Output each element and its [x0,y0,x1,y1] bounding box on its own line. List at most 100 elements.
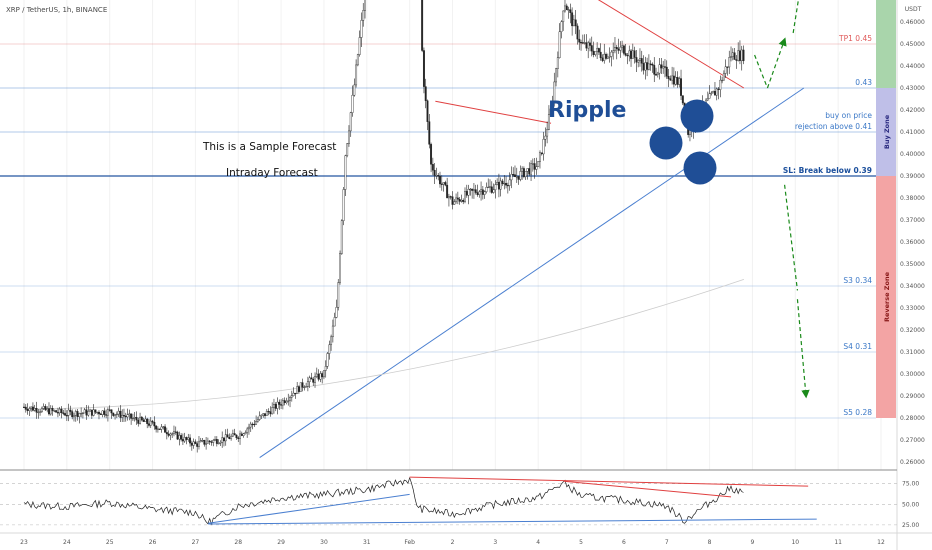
candle-body [321,373,324,378]
price-tick-label: 0.40000 [900,151,925,158]
forecast-arrows [754,0,810,399]
candle-body [51,408,54,411]
time-tick-label: 10 [791,539,799,546]
candle-body [290,395,293,398]
candle-body [455,197,458,202]
candle-body [565,5,568,11]
candle-body [294,392,297,395]
rsi-long-trendline [208,518,817,525]
candle-body [87,411,90,416]
candle-body [315,373,318,377]
price-tick-label: 0.45000 [900,41,925,48]
candle-body [485,187,488,192]
candle-body [264,413,266,416]
candle-body [156,428,159,430]
time-tick-label: 23 [20,539,28,546]
time-axis[interactable]: 23 24 25 26 27 28 29 30 31 Feb 2 3 4 5 6 7 8 9 10 11 12 [20,539,885,546]
candle-body [283,400,286,403]
time-tick-label: 8 [708,539,712,546]
rsi-tick-label: 50.00 [902,501,919,508]
time-tick-label: 7 [665,539,669,546]
candle-body [205,443,208,445]
time-tick-label: 26 [149,539,157,546]
candle-body [255,421,258,425]
candle-body [265,410,268,416]
reverse-zone-label-text: Reverse Zone [883,271,891,322]
candle-body [447,196,450,199]
candle-body [364,0,366,11]
candle-body [246,428,249,433]
candle-body [533,163,536,170]
candle-body [631,50,634,59]
candle-body [198,441,200,447]
price-tick-label: 0.41000 [900,129,925,136]
candle-body [564,5,566,12]
candle-body [212,440,215,443]
candle-body [587,42,590,49]
candle-body [622,45,625,54]
candle-body [273,404,275,408]
candle-body [71,411,74,418]
candle-body [149,420,152,426]
candle-body [137,419,140,424]
candle-body [62,412,65,414]
candle-body [426,100,429,122]
grid [23,0,882,470]
candle-body [173,431,175,434]
candle-body [476,192,479,195]
trendlines [23,0,805,459]
forecast-arrow-segment [766,37,787,89]
candle-body [549,108,552,115]
candle-body [569,9,572,13]
candle-body [483,191,486,195]
time-tick-label: 2 [451,539,455,546]
time-tick-label: 24 [63,539,71,546]
candle-body [344,155,347,190]
candle-body [487,186,490,189]
candle-body [617,48,620,51]
rsi-descending-trendline [563,480,732,498]
candle-body [628,50,631,57]
level-label-buy-on-price: buy on price [825,111,872,120]
candle-body [201,439,204,442]
candle-body [94,409,97,413]
price-tick-label: 0.30000 [900,371,925,378]
candle-body [501,180,504,184]
candle-body [446,184,449,199]
candle-body [480,189,483,193]
candle-body [667,75,670,79]
candle-body [190,442,193,446]
candle-body [458,199,461,202]
candle-body [633,50,636,58]
candle-body [114,414,117,416]
candle-body [492,189,495,193]
forecast-arrow-segment [783,184,799,291]
candle-body [715,88,718,96]
candle-body [339,253,341,283]
candle-body [731,52,734,57]
price-axis[interactable]: USDT 0.46000 0.45000 0.44000 0.43000 0.42000… [896,0,932,550]
candle-body [55,410,58,413]
brand-name: Ripple [548,98,626,123]
candle-body [581,42,584,44]
candle-body [142,419,145,422]
candle-body [656,72,659,75]
candle-body [497,182,500,190]
price-tick-label: 0.44000 [900,63,925,70]
candle-body [251,423,254,426]
candle-body [562,10,565,23]
candle-body [635,57,638,63]
candle-body [46,408,49,411]
candle-body [324,366,327,371]
candle-body [346,143,349,156]
candle-body [214,439,216,441]
candle-body [535,166,538,170]
candle-body [31,406,34,411]
level-label-S4: S4 0.31 [843,342,872,351]
forecast-arrow-segment [754,54,769,89]
candle-body [597,48,600,53]
candle-body [360,20,363,38]
candle-body [347,130,350,144]
candle-body [306,381,309,387]
